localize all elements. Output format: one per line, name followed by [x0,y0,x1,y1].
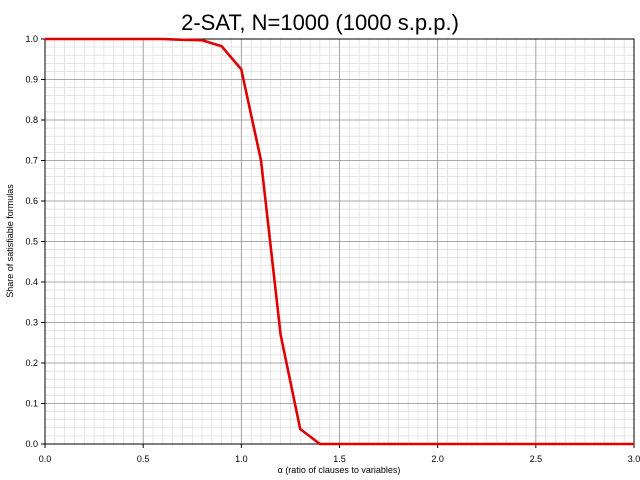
series-layer [45,37,634,446]
y-tick-label: 0.4 [25,277,38,287]
y-tick-label: 0.5 [25,237,38,247]
x-tick-label: 3.0 [628,454,640,464]
x-tick-label: 2.0 [431,454,444,464]
x-tick-label: 1.0 [235,454,248,464]
y-tick-label: 0.2 [25,358,38,368]
x-tick-label: 2.5 [530,454,543,464]
y-axis-label: Share of satisfiable formulas [5,184,15,298]
x-axis-label: α (ratio of clauses to variables) [278,465,401,475]
y-tick-label: 0.8 [25,115,38,125]
y-tick-label: 1.0 [25,34,38,44]
series-line [45,37,634,446]
x-tick-label: 1.5 [333,454,346,464]
chart-title: 2-SAT, N=1000 (1000 s.p.p.) [181,10,459,35]
x-axis-ticks: 0.0 0.5 1.0 1.5 2.0 2.5 3.0 [39,444,640,464]
x-tick-label: 0.5 [137,454,150,464]
y-tick-label: 0.9 [25,75,38,85]
y-axis-ticks: 0.0 0.1 0.2 0.3 0.4 0.5 0.6 0.7 0.8 0.9 1.0 [25,34,45,449]
y-tick-label: 0.1 [25,399,38,409]
y-tick-label: 0.0 [25,439,38,449]
y-tick-label: 0.6 [25,196,38,206]
y-tick-label: 0.3 [25,318,38,328]
y-tick-label: 0.7 [25,156,38,166]
x-tick-label: 0.0 [39,454,52,464]
